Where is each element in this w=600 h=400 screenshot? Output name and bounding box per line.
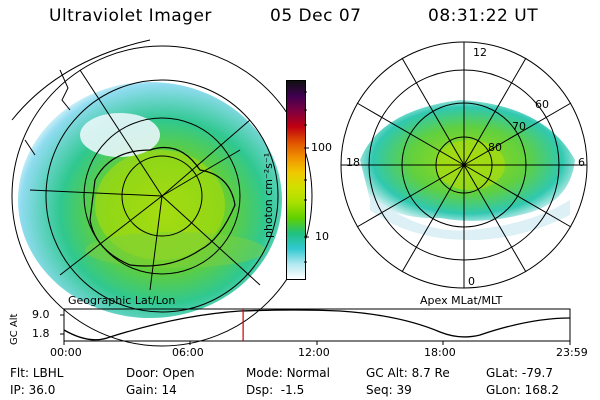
altitude-xtick-1: 06:00: [172, 346, 204, 359]
mlt-label-left: 18: [346, 156, 360, 169]
mlt-label-right: 6: [578, 156, 585, 169]
altitude-xtick-0: 00:00: [50, 346, 82, 359]
mlt-label-top: 12: [473, 46, 487, 59]
magnetic-map-caption: Apex MLat/MLT: [420, 294, 503, 307]
status-dsp: Dsp: -1.5: [246, 383, 305, 397]
status-filter: Flt: LBHL: [10, 366, 64, 380]
altitude-ytick-low: 1.8: [32, 327, 50, 340]
geographic-map-caption: Geographic Lat/Lon: [68, 294, 176, 307]
colorbar-tick-10: 10: [315, 230, 329, 243]
altitude-xtick-2: 12:00: [298, 346, 330, 359]
altitude-ytick-high: 9.0: [32, 308, 50, 321]
status-glon: GLon: 168.2: [486, 383, 559, 397]
status-mode: Mode: Normal: [246, 366, 330, 380]
altitude-xtick-3: 18:00: [424, 346, 456, 359]
observation-date: 05 Dec 07: [270, 6, 362, 26]
status-ip: IP: 36.0: [10, 383, 56, 397]
colorbar-tick-100: 100: [311, 141, 332, 154]
mlat-label-70: 70: [512, 120, 526, 133]
mlt-label-bottom: 0: [468, 275, 475, 288]
mlat-label-60: 60: [535, 98, 549, 111]
mlat-label-80: 80: [488, 141, 502, 154]
observation-time: 08:31:22 UT: [428, 6, 539, 26]
status-gc-alt: GC Alt: 8.7 Re: [366, 366, 450, 380]
instrument-title: Ultraviolet Imager: [49, 6, 212, 26]
status-glat: GLat: -79.7: [486, 366, 553, 380]
altitude-xtick-4: 23:59: [556, 346, 588, 359]
status-door: Door: Open: [126, 366, 195, 380]
status-gain: Gain: 14: [126, 383, 177, 397]
status-seq: Seq: 39: [366, 383, 412, 397]
